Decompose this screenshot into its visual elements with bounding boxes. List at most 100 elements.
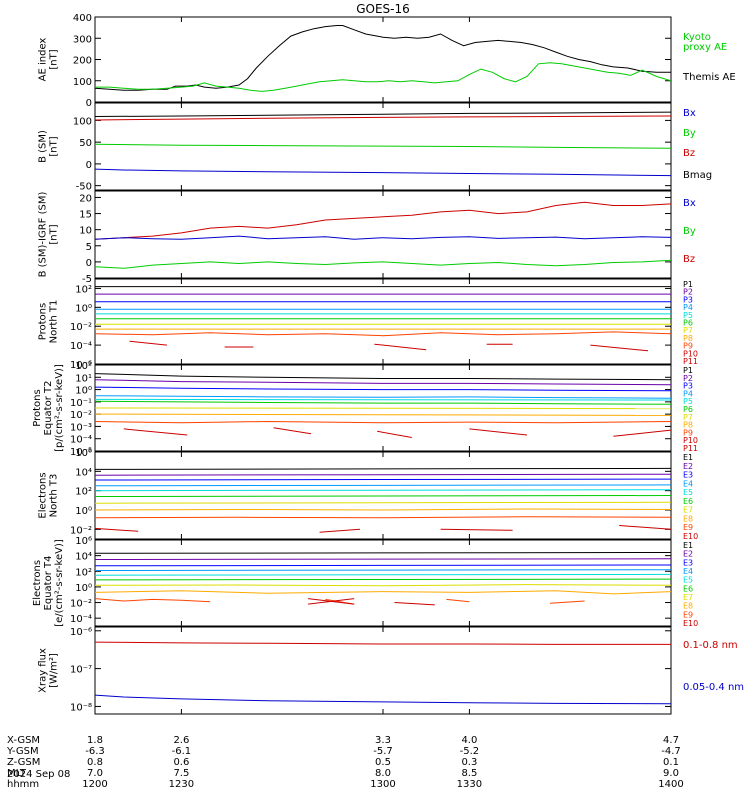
legend-entry: P8 [683,421,693,430]
y-tick-label: 10⁻⁶ [70,360,92,371]
series-line-0-1-0-8-nm [95,641,671,645]
y-tick-label: 15 [79,210,92,221]
series-group [95,641,671,705]
series-line-p1 [95,373,671,381]
x-row-value: 2.6 [173,735,189,746]
legend-entry: E10 [683,619,698,628]
legend-entry: P2 [683,374,693,383]
legend-entry: P10 [683,436,698,445]
panel-2: -50 0 50 100 B (SM) [nT] Bx By Bz Bmag [38,102,712,193]
x-row-value: 7.5 [173,768,189,779]
y-axis-label: Protons [38,303,49,340]
series-line-e9 [95,598,585,605]
date-label: 2024 Sep 08 [7,769,70,780]
series-line-e1 [95,552,671,554]
y-axis-label: North T3 [49,474,60,518]
series-line-by [95,143,671,149]
y-tick-label: 50 [79,138,92,149]
x-row-value: -6.3 [85,746,105,757]
y-tick-label: 10⁰ [75,303,92,314]
y-tick-label: 10⁻⁷ [70,665,92,676]
y-tick-label: 5 [86,242,92,253]
legend-entry: E2 [683,462,693,471]
y-tick-label: 10⁰ [75,583,92,594]
panel-frame [94,626,672,715]
y-axis-label: B (SM) [38,130,49,163]
series-line-p9 [95,420,671,424]
x-row-value: 0.6 [173,757,189,768]
x-row-value: 0.3 [461,757,477,768]
legend-entry: P10 [683,349,698,358]
plot-title: GOES-16 [356,2,410,16]
x-row-value: -6.1 [172,746,192,757]
series-line-e8 [95,590,671,595]
legend-entry: By [683,128,696,139]
x-row-value: 8.0 [375,768,391,779]
y-tick-label: 10² [75,361,92,372]
series-line-e10 [308,598,435,606]
y-tick-label: 10⁻⁴ [70,341,92,352]
x-row-value: 1.8 [87,735,103,746]
x-row-value: 9.0 [663,768,679,779]
legend-entry: Bz [683,254,695,265]
x-row-value: 4.0 [461,735,477,746]
panel-frame [94,278,672,365]
y-axis-label: [W/m²] [49,653,60,688]
legend-entry: P1 [683,280,693,289]
x-row-value: 1330 [457,779,482,790]
x-row-value: 1230 [169,779,194,790]
series-line-e6 [95,495,671,497]
y-tick-label: 10⁻² [70,322,92,333]
legend-entry: Themis AE [682,72,736,83]
y-tick-label: 10⁰ [75,506,92,517]
x-row-value: 1300 [370,779,395,790]
legend-entry: E3 [683,471,693,480]
legend-entry: E8 [683,602,693,611]
series-line-p2 [95,379,671,386]
series-line-e3 [95,564,671,567]
y-tick-label: -50 [76,182,92,193]
legend-entry: P8 [683,334,693,343]
y-tick-label: 20 [79,193,92,204]
legend-entry: E4 [683,567,693,576]
x-row-value: -5.2 [460,746,480,757]
x-axis-block: X-GSM 1.8 2.6 3.3 4.0 4.7 Y-GSM -6.3 -6.1 -5.7 -5.… [6,735,684,790]
x-row-label: MLT [7,768,27,779]
legend-entry: P7 [683,413,693,422]
x-row-value: -5.7 [373,746,393,757]
legend-entry: E2 [683,550,693,559]
legend-entry: P1 [683,366,693,375]
x-row-label: Y-GSM [6,746,39,757]
legend-entry: E7 [683,506,693,515]
x-row-value: 0.5 [375,757,391,768]
y-tick-label: 300 [73,34,92,45]
series-line-e2 [95,473,671,476]
panel-8: 10⁻⁶ 10⁻⁷ 10⁻⁸ Xray flux [W/m²] 0.1-0.8 nm 0.0… [38,626,744,715]
y-tick-label: 10⁶ [75,536,92,547]
panel-7: 10⁶ 10⁴ 10² 10⁰ 10⁻² 10⁻⁴ Electrons Equator T4[… [32,536,698,628]
x-row-value: 7.0 [87,768,103,779]
legend-entry: 0.1-0.8 nm [683,640,738,651]
legend-entry: P3 [683,295,693,304]
series-line-p10 [123,427,671,438]
legend-entry: P7 [683,326,693,335]
y-tick-label: 0 [86,258,92,269]
y-tick-label: 0 [86,98,92,109]
y-tick-label: 10⁻² [70,410,92,421]
series-line-e3 [95,478,671,481]
series-line-e10 [95,525,671,533]
series-line-themis-ae [95,25,671,91]
legend-entry: E1 [683,541,693,550]
x-row-value: 0.1 [663,757,679,768]
y-axis-label: Equator T2 [43,381,54,436]
legend-entry: P6 [683,319,693,328]
x-row-label: hhmm [7,779,39,790]
legend-entry: E8 [683,514,693,523]
series-line-p10 [129,340,649,352]
y-axis-label: [p/(cm²-s-sr-keV)] [54,364,65,452]
y-tick-label: 200 [73,56,92,67]
x-row-value: -4.7 [661,746,681,757]
series-group [95,111,671,177]
